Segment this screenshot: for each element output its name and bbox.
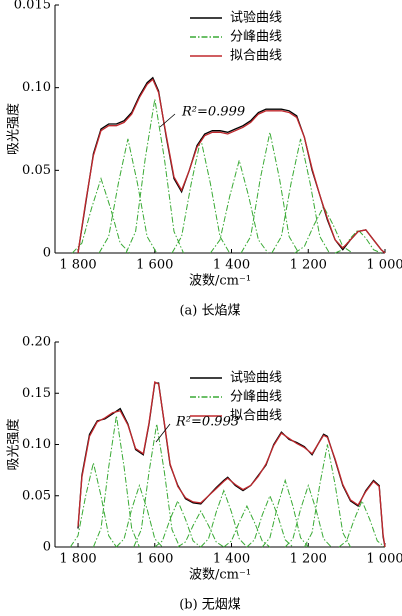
curve — [69, 462, 117, 548]
x-tick-label: 1 200 — [290, 552, 327, 567]
curve — [116, 483, 163, 548]
x-tick-label: 1 600 — [136, 552, 173, 567]
curve — [240, 132, 300, 254]
curve — [77, 380, 386, 548]
legend-label: 分峰曲线 — [230, 30, 282, 45]
annotation: R²=0.993 — [175, 415, 239, 430]
curve — [223, 504, 271, 548]
legend-label: 拟合曲线 — [230, 409, 282, 424]
annotation-leader — [155, 423, 171, 443]
curve — [177, 510, 225, 548]
y-tick-label: 0.15 — [22, 386, 51, 401]
caption: (a) 长焰煤 — [179, 304, 240, 319]
x-axis-label: 波数/cm⁻¹ — [189, 274, 251, 289]
legend-label: 试验曲线 — [230, 10, 282, 26]
curve — [200, 489, 248, 548]
y-tick-label: 0.10 — [22, 437, 51, 452]
y-tick-label: 0.20 — [22, 335, 51, 350]
x-tick-label: 1 800 — [59, 258, 96, 273]
y-axis-label: 吸光强度 — [6, 418, 22, 470]
legend-label: 分峰曲线 — [230, 390, 282, 405]
x-tick-label: 1 600 — [136, 258, 173, 273]
curve — [338, 499, 386, 548]
curve — [261, 478, 309, 548]
curve — [125, 99, 184, 254]
y-tick-label: 0.015 — [14, 0, 51, 13]
y-tick-label: 0 — [43, 540, 51, 555]
y-axis-label: 吸光强度 — [6, 103, 22, 155]
x-tick-label: 1 200 — [290, 258, 327, 273]
x-tick-label: 1 000 — [366, 552, 402, 567]
curve — [246, 494, 294, 548]
y-tick-label: 0 — [43, 246, 51, 261]
curve — [294, 205, 353, 254]
caption: (b) 无烟煤 — [179, 598, 241, 613]
legend-label: 拟合曲线 — [230, 49, 282, 64]
annotation-leader — [159, 113, 176, 128]
y-tick-label: 0.05 — [22, 488, 51, 503]
curve — [209, 158, 269, 254]
curve — [133, 423, 181, 548]
x-tick-label: 1 800 — [59, 552, 96, 567]
annotation: R²=0.999 — [181, 105, 245, 120]
curve — [98, 138, 158, 254]
y-tick-label: 0.05 — [22, 163, 51, 178]
y-tick-label: 0.10 — [22, 80, 51, 95]
curve — [154, 499, 202, 548]
x-tick-label: 1 000 — [366, 258, 402, 273]
x-tick-label: 1 400 — [213, 258, 250, 273]
curve — [284, 483, 332, 548]
curve — [77, 78, 386, 254]
legend-label: 试验曲线 — [230, 370, 282, 386]
curve — [303, 444, 351, 548]
curve — [71, 176, 131, 254]
curve — [271, 138, 330, 254]
x-axis-label: 波数/cm⁻¹ — [189, 568, 251, 583]
curve — [92, 415, 140, 548]
x-tick-label: 1 400 — [213, 552, 250, 567]
